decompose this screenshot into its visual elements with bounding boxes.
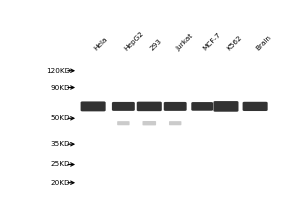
FancyBboxPatch shape xyxy=(112,102,135,111)
Text: 120KD: 120KD xyxy=(46,68,70,74)
FancyBboxPatch shape xyxy=(117,121,130,125)
Text: MCF-7: MCF-7 xyxy=(202,32,222,52)
Text: Jurkat: Jurkat xyxy=(175,33,194,52)
Text: 35KD: 35KD xyxy=(51,141,70,147)
Text: Hela: Hela xyxy=(93,36,109,52)
FancyBboxPatch shape xyxy=(164,102,187,111)
Text: K562: K562 xyxy=(226,34,243,52)
FancyBboxPatch shape xyxy=(142,121,156,125)
FancyBboxPatch shape xyxy=(191,102,213,111)
FancyBboxPatch shape xyxy=(81,101,106,111)
FancyBboxPatch shape xyxy=(213,101,238,112)
FancyBboxPatch shape xyxy=(137,102,162,111)
Text: HepG2: HepG2 xyxy=(123,30,145,52)
Text: 293: 293 xyxy=(149,38,163,52)
FancyBboxPatch shape xyxy=(169,121,182,125)
Text: 90KD: 90KD xyxy=(51,84,70,90)
Text: 20KD: 20KD xyxy=(51,180,70,186)
Text: 50KD: 50KD xyxy=(51,115,70,121)
Text: Brain: Brain xyxy=(255,34,273,52)
Text: 25KD: 25KD xyxy=(51,162,70,168)
FancyBboxPatch shape xyxy=(243,102,268,111)
